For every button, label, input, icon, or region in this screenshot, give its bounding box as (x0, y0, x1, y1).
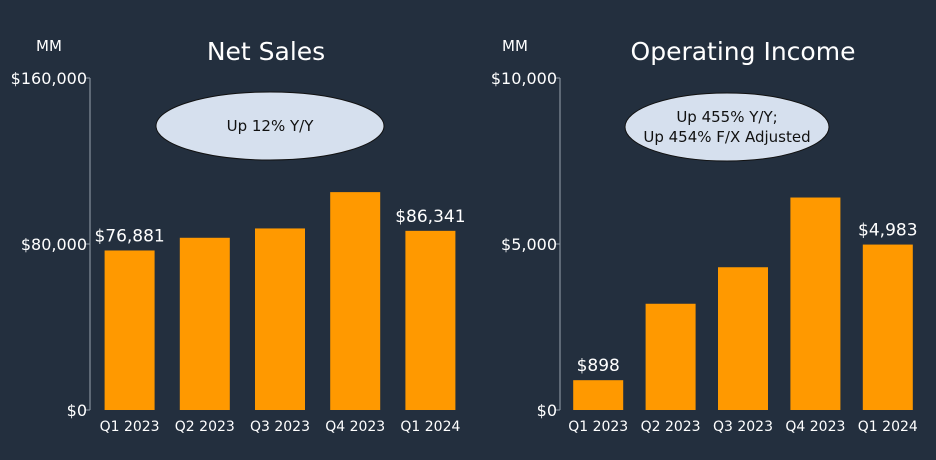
operating-income-y-tick-label: $10,000 (491, 69, 557, 88)
net-sales-y-tick-label: $160,000 (11, 69, 87, 88)
operating-income-y-tick-label: $5,000 (501, 235, 557, 254)
net-sales-data-label: $76,881 (94, 226, 164, 246)
operating-income-bar (790, 197, 841, 410)
operating-income-bar (645, 303, 696, 410)
operating-income-x-tick-label: Q4 2023 (785, 419, 845, 435)
net-sales-unit-label: MM (36, 37, 62, 55)
net-sales-y-tick-label: $80,000 (21, 235, 87, 254)
operating-income-x-tick-label: Q3 2023 (713, 419, 773, 435)
operating-income-unit-label: MM (502, 37, 528, 55)
net-sales-bar (104, 250, 155, 410)
operating-income-callout-text: Up 455% Y/Y; (676, 108, 777, 126)
net-sales-y-tick-label: $0 (67, 401, 87, 420)
operating-income-data-label: $4,983 (858, 221, 917, 241)
net-sales-x-tick-label: Q3 2023 (250, 419, 310, 435)
operating-income-chart: Operating Income MM $0 $5,000 $10,000 Q1 2023… (491, 37, 918, 435)
net-sales-bar (405, 230, 456, 410)
operating-income-callout-bubble (624, 92, 830, 162)
operating-income-x-tick-label: Q1 2024 (858, 419, 918, 435)
operating-income-x-tick-label: Q2 2023 (641, 419, 701, 435)
operating-income-y-tick-label: $0 (537, 401, 557, 420)
operating-income-bar (862, 244, 913, 410)
net-sales-x-tick-label: Q1 2024 (400, 419, 460, 435)
net-sales-x-tick-label: Q2 2023 (175, 419, 235, 435)
net-sales-bar (330, 192, 381, 410)
operating-income-title: Operating Income (631, 37, 856, 66)
net-sales-bar (179, 237, 230, 410)
operating-income-data-label: $898 (577, 356, 620, 376)
operating-income-bar (573, 380, 624, 410)
net-sales-data-label: $86,341 (395, 207, 465, 227)
net-sales-x-tick-label: Q4 2023 (325, 419, 385, 435)
net-sales-bar (255, 228, 305, 410)
net-sales-callout-bubble (155, 91, 385, 161)
net-sales-x-tick-label: Q1 2023 (100, 419, 160, 435)
operating-income-callout-text: Up 454% F/X Adjusted (643, 128, 810, 146)
operating-income-bar (718, 267, 768, 410)
net-sales-title: Net Sales (207, 37, 325, 66)
net-sales-chart: Net Sales MM $0 $80,000 $160,000 Q1 2023 Q2 20… (11, 37, 466, 435)
net-sales-callout-text: Up 12% Y/Y (227, 117, 315, 135)
operating-income-x-tick-label: Q1 2023 (568, 419, 628, 435)
